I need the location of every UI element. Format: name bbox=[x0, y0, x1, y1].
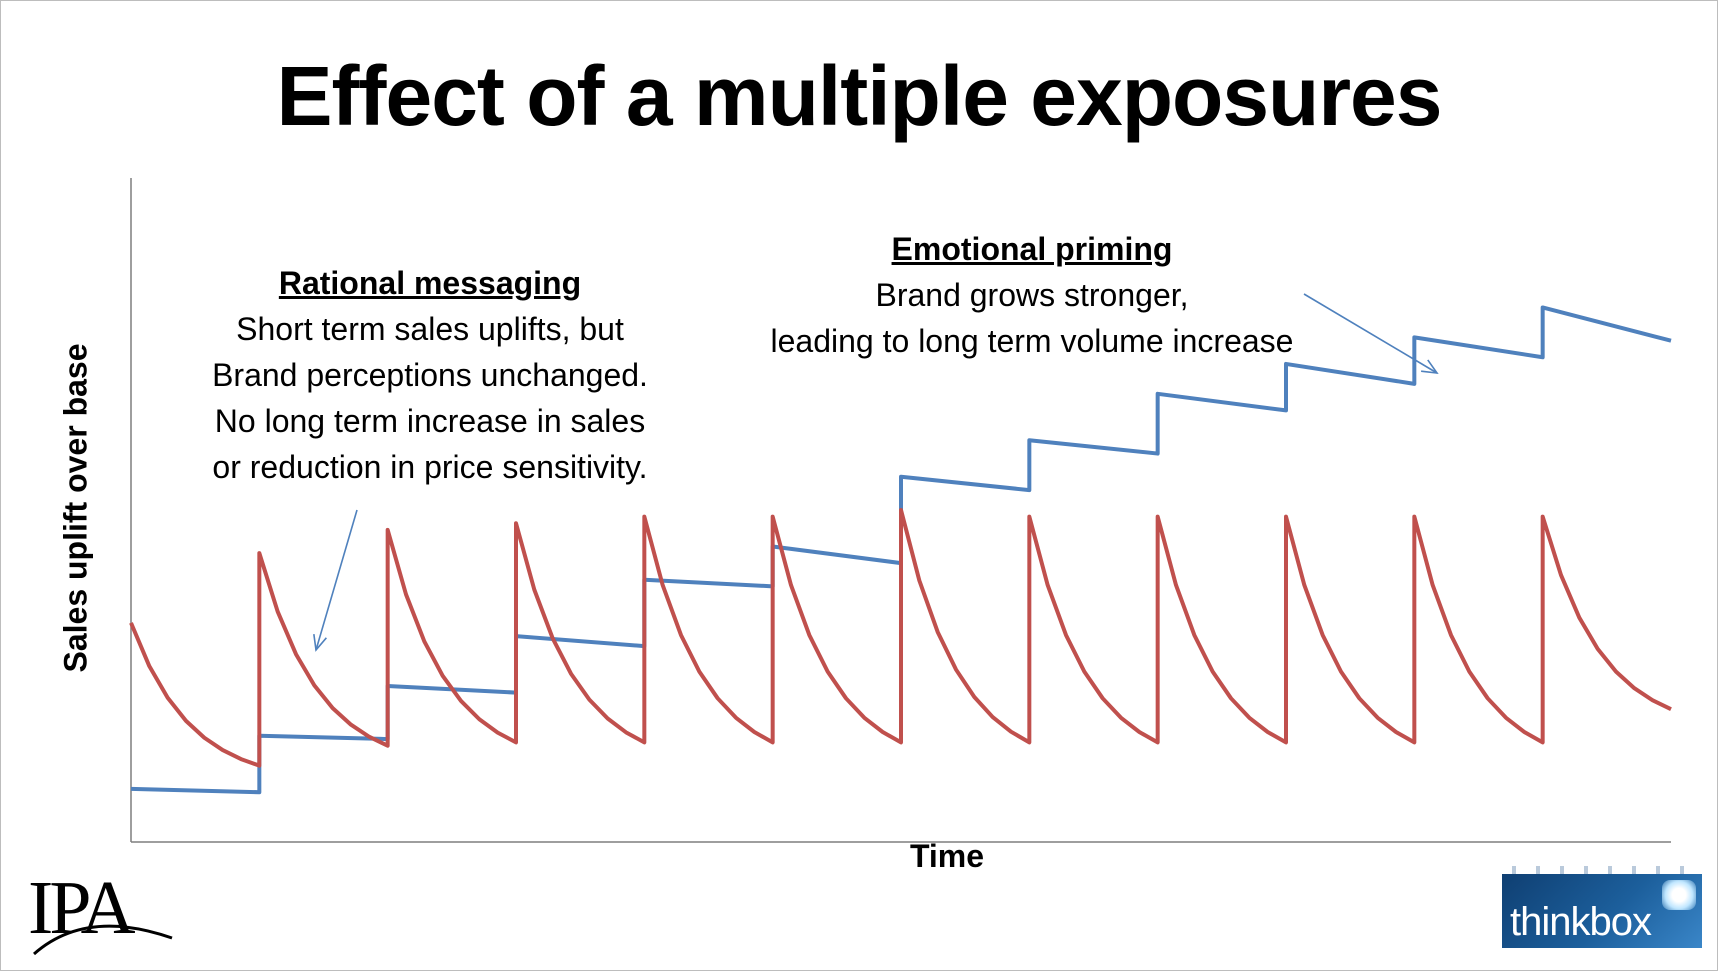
ipa-swoosh bbox=[33, 924, 173, 956]
annotation-arrow-rational bbox=[313, 509, 358, 652]
thinkbox-dots bbox=[1500, 866, 1704, 874]
annotation-heading: Rational messaging bbox=[278, 265, 582, 301]
annotation-rational-messaging: Rational messaging Short term sales upli… bbox=[212, 260, 648, 490]
annotation-heading: Emotional priming bbox=[891, 231, 1173, 267]
annotation-arrow-emotional bbox=[1303, 293, 1439, 375]
slide-title: Effect of a multiple exposures bbox=[276, 49, 1443, 143]
annotation-line: Short term sales uplifts, but bbox=[236, 311, 624, 347]
thinkbox-logo-text: thinkbox bbox=[1510, 900, 1652, 944]
annotation-emotional-priming: Emotional priming Brand grows stronger, … bbox=[771, 226, 1294, 364]
series-line-short-term bbox=[129, 508, 1672, 768]
annotation-line: or reduction in price sensitivity. bbox=[212, 449, 648, 485]
thinkbox-logo: thinkbox bbox=[1502, 874, 1702, 948]
ipa-logo-text: IPA bbox=[28, 866, 136, 950]
annotation-line: No long term increase in sales bbox=[214, 403, 646, 439]
annotation-line: Brand grows stronger, bbox=[875, 277, 1189, 313]
x-axis-label: Time bbox=[909, 838, 985, 874]
ipa-logo: IPA bbox=[26, 868, 176, 958]
annotation-line: Brand perceptions unchanged. bbox=[212, 357, 648, 393]
annotation-line: leading to long term volume increase bbox=[770, 323, 1294, 359]
thinkbox-glow-icon bbox=[1662, 880, 1696, 910]
